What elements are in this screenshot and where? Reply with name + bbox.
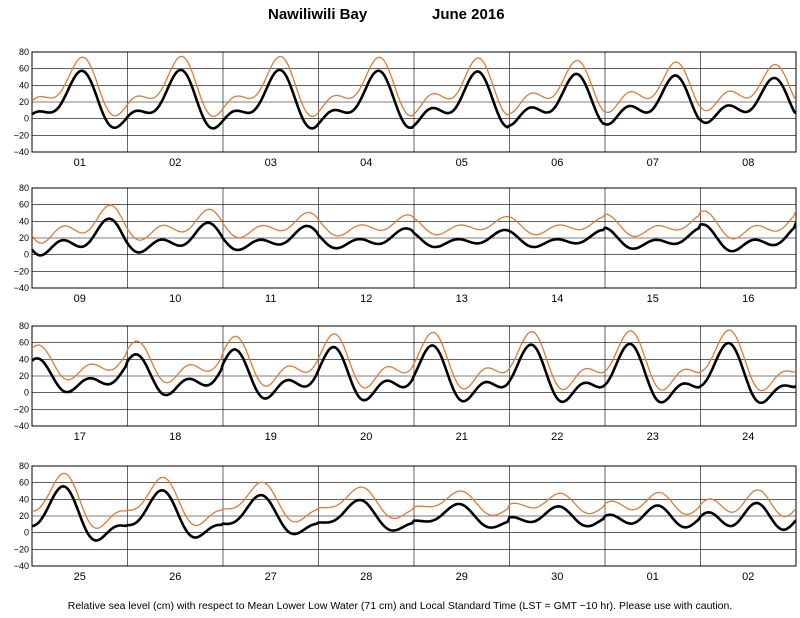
day-label: 07 xyxy=(647,157,659,169)
y-tick-label: 40 xyxy=(19,494,29,504)
panel-frame xyxy=(31,187,797,289)
series-line-predicted xyxy=(32,329,796,392)
day-label: 08 xyxy=(742,157,754,169)
y-tick-label: 80 xyxy=(19,321,29,331)
y-tick-label: 20 xyxy=(19,511,29,521)
y-tick-label: −20 xyxy=(14,130,29,140)
y-tick-label: 60 xyxy=(19,338,29,348)
day-label: 12 xyxy=(360,293,372,305)
panel-frame xyxy=(31,465,797,567)
y-tick-label: 0 xyxy=(24,250,29,260)
day-label: 27 xyxy=(265,571,277,583)
day-label: 13 xyxy=(456,293,468,305)
y-tick-label: −40 xyxy=(14,421,29,431)
day-label: 15 xyxy=(647,293,659,305)
day-label: 02 xyxy=(169,157,181,169)
y-tick-label: 60 xyxy=(19,64,29,74)
day-label: 01 xyxy=(74,157,86,169)
day-label: 09 xyxy=(74,293,86,305)
day-label: 10 xyxy=(169,293,181,305)
panel-frame xyxy=(31,325,797,427)
day-label: 24 xyxy=(742,431,754,443)
day-label: 17 xyxy=(74,431,86,443)
day-label: 21 xyxy=(456,431,468,443)
day-label: 28 xyxy=(360,571,372,583)
day-label: 16 xyxy=(742,293,754,305)
y-tick-label: 20 xyxy=(19,233,29,243)
y-tick-label: 0 xyxy=(24,114,29,124)
y-tick-label: 80 xyxy=(19,47,29,57)
chart-footnote: Relative sea level (cm) with respect to … xyxy=(67,600,733,612)
day-label: 06 xyxy=(551,157,563,169)
y-tick-label: 80 xyxy=(19,461,29,471)
day-label: 29 xyxy=(456,571,468,583)
panel-frame xyxy=(31,51,797,153)
series-line-observed xyxy=(32,217,796,257)
day-label: 18 xyxy=(169,431,181,443)
y-tick-label: 40 xyxy=(19,80,29,90)
y-tick-label: −20 xyxy=(14,404,29,414)
day-label: 14 xyxy=(551,293,563,305)
chart-title-month: June 2016 xyxy=(432,6,505,23)
day-label: 19 xyxy=(265,431,277,443)
y-tick-label: −20 xyxy=(14,266,29,276)
title-row: Nawiliwili Bay June 2016 xyxy=(0,6,800,28)
day-label: 05 xyxy=(456,157,468,169)
y-tick-label: 40 xyxy=(19,354,29,364)
day-label: 30 xyxy=(551,571,563,583)
day-label: 01 xyxy=(647,571,659,583)
day-label: 23 xyxy=(647,431,659,443)
y-tick-label: −40 xyxy=(14,561,29,571)
series-line-predicted xyxy=(32,204,796,244)
y-tick-label: 60 xyxy=(19,200,29,210)
day-label: 26 xyxy=(169,571,181,583)
day-label: 22 xyxy=(551,431,563,443)
day-label: 02 xyxy=(742,571,754,583)
day-label: 11 xyxy=(265,293,276,305)
day-label: 04 xyxy=(360,157,372,169)
y-tick-label: −40 xyxy=(14,147,29,157)
y-tick-label: 60 xyxy=(19,478,29,488)
y-tick-label: 0 xyxy=(24,388,29,398)
y-tick-label: −20 xyxy=(14,544,29,554)
series-line-predicted xyxy=(32,55,796,118)
y-tick-label: 20 xyxy=(19,371,29,381)
y-tick-label: 40 xyxy=(19,216,29,226)
y-tick-label: 80 xyxy=(19,183,29,193)
y-tick-label: 0 xyxy=(24,528,29,538)
day-label: 25 xyxy=(74,571,86,583)
day-label: 03 xyxy=(265,157,277,169)
day-label: 20 xyxy=(360,431,372,443)
series-line-predicted xyxy=(32,472,796,529)
y-tick-label: −40 xyxy=(14,283,29,293)
y-tick-label: 20 xyxy=(19,97,29,107)
chart-title-location: Nawiliwili Bay xyxy=(268,6,368,23)
series-line-observed xyxy=(32,68,796,130)
series-line-observed xyxy=(32,484,796,542)
series-line-observed xyxy=(32,341,796,405)
